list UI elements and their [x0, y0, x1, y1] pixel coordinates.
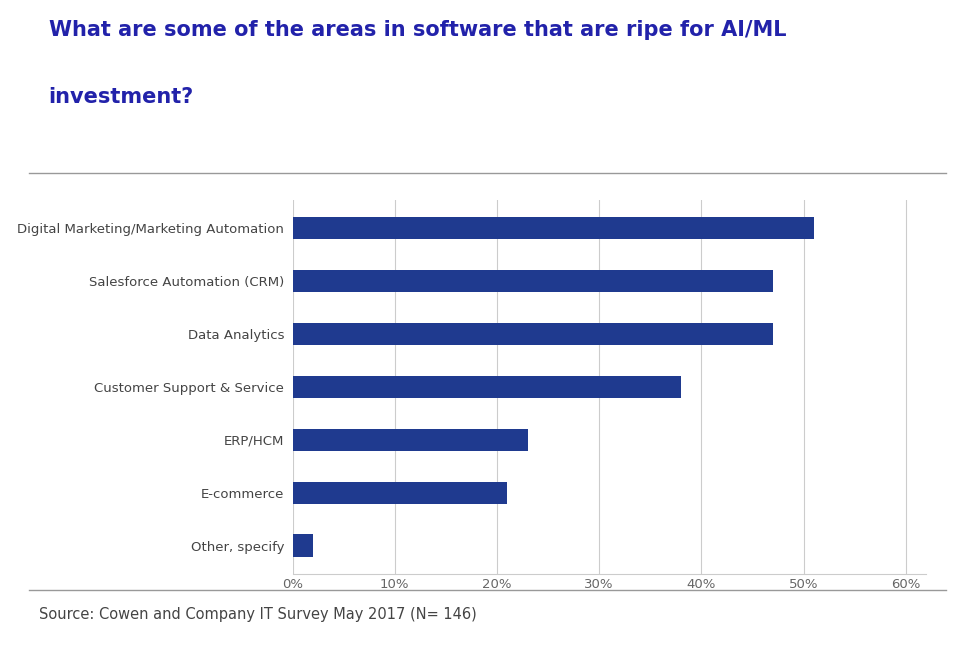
- Bar: [292, 429, 527, 451]
- Bar: [292, 534, 313, 557]
- Text: Source: Cowen and Company IT Survey May 2017 (N= 146): Source: Cowen and Company IT Survey May …: [39, 607, 477, 622]
- Bar: [292, 217, 814, 239]
- Bar: [292, 323, 773, 345]
- Text: investment?: investment?: [49, 87, 194, 107]
- Bar: [292, 270, 773, 292]
- Bar: [292, 376, 681, 398]
- Text: What are some of the areas in software that are ripe for AI/ML: What are some of the areas in software t…: [49, 20, 786, 40]
- Bar: [292, 482, 507, 504]
